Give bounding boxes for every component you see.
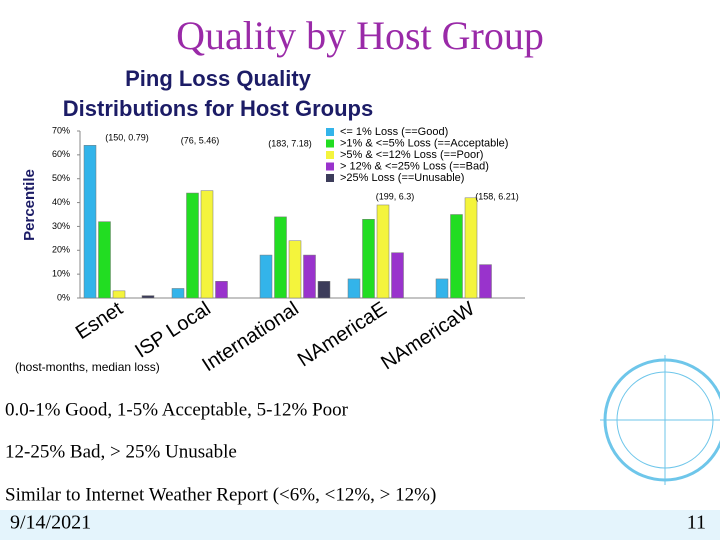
bar	[317, 281, 331, 299]
x-tick-label: ISP Local	[131, 298, 214, 363]
bar	[215, 281, 228, 299]
annotation: (158, 6.21)	[475, 191, 519, 201]
page-number: 11	[687, 512, 706, 534]
annotation: (150, 0.79)	[105, 132, 149, 142]
annotation: (183, 7.18)	[268, 138, 312, 148]
legend-label: > 12% & <=25% Loss (==Bad)	[340, 160, 489, 172]
y-tick-label: 70%	[52, 125, 70, 135]
footer-band	[0, 510, 720, 540]
x-tick-label: International	[198, 298, 302, 376]
legend-swatch	[326, 162, 334, 171]
legend-label: <= 1% Loss (==Good)	[340, 126, 448, 138]
y-tick-label: 50%	[52, 173, 70, 183]
bar	[479, 264, 492, 299]
legend-label: >1% & <=5% Loss (==Acceptable)	[340, 137, 508, 149]
bar	[171, 288, 185, 299]
x-tick-label: NAmericaW	[377, 298, 479, 375]
legend-swatch	[326, 139, 334, 148]
y-tick-label: 10%	[52, 269, 70, 279]
note: 12-25% Bad, > 25% Unusable	[5, 441, 237, 462]
note: 0.0-1% Good, 1-5% Acceptable, 5-12% Poor	[5, 399, 349, 420]
chart-title: Ping Loss Quality Distributions for Host …	[63, 66, 373, 121]
bar	[288, 240, 302, 299]
slide-title: Quality by Host Group	[176, 13, 544, 58]
y-tick-label: 30%	[52, 221, 70, 231]
legend-swatch	[326, 151, 334, 159]
y-axis-label: Percentile	[21, 169, 38, 241]
bar	[112, 290, 126, 299]
legend-label: >25% Loss (==Unusable)	[340, 172, 464, 184]
bar	[450, 214, 463, 299]
bar	[83, 145, 97, 299]
bar	[435, 278, 449, 299]
legend-label: >5% & <=12% Loss (==Poor)	[340, 149, 483, 161]
bar	[141, 295, 155, 299]
annotation: (76, 5.46)	[181, 135, 220, 145]
decoration	[600, 355, 720, 485]
bar	[98, 221, 111, 299]
x-tick-label: NAmericaE	[294, 298, 391, 372]
bar	[376, 204, 390, 299]
legend-swatch	[326, 174, 334, 182]
bar	[347, 278, 361, 299]
bar	[464, 197, 478, 299]
bar	[303, 254, 316, 299]
y-tick-label: 0%	[57, 292, 70, 302]
annotation: (199, 6.3)	[376, 191, 415, 201]
x-tick-label: Esnet	[72, 298, 127, 345]
y-tick-label: 20%	[52, 245, 70, 255]
x-note: (host-months, median loss)	[15, 360, 160, 374]
bar	[259, 254, 273, 299]
bar	[391, 252, 404, 299]
y-tick-label: 60%	[52, 149, 70, 159]
bar	[186, 192, 199, 299]
y-tick-label: 40%	[52, 197, 70, 207]
bar	[274, 216, 287, 299]
date: 9/14/2021	[10, 512, 91, 534]
note: Similar to Internet Weather Report (<6%,…	[5, 484, 436, 505]
bar	[362, 219, 375, 299]
bar	[200, 190, 214, 299]
legend-swatch	[326, 128, 334, 136]
